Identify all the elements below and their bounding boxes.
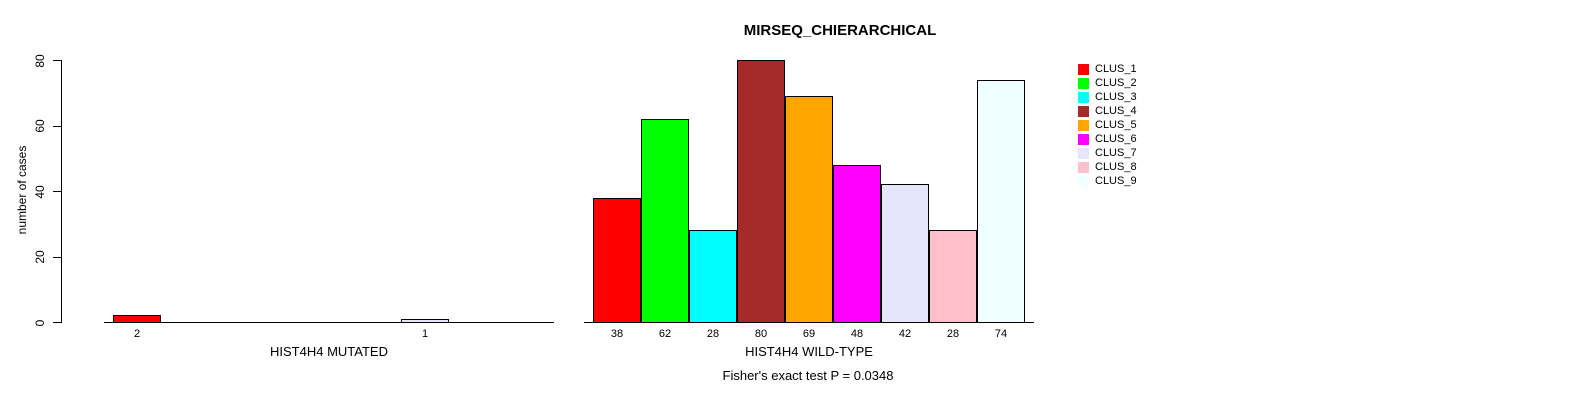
y-axis-label: number of cases — [15, 145, 29, 235]
bar-CLUS_8 — [929, 230, 977, 323]
y-tick-label: 0 — [33, 319, 47, 326]
bar-value-label: 2 — [133, 328, 141, 340]
bar-value-label: 28 — [706, 328, 720, 340]
bar-value-label: 38 — [610, 328, 624, 340]
bar-value-label: 42 — [898, 328, 912, 340]
legend-label-CLUS_4: CLUS_4 — [1095, 105, 1137, 117]
bar-CLUS_1 — [113, 315, 161, 323]
legend-label-CLUS_8: CLUS_8 — [1095, 161, 1137, 173]
legend-swatch-CLUS_7 — [1078, 148, 1089, 159]
bar-value-label: 69 — [802, 328, 816, 340]
legend-label-CLUS_9: CLUS_9 — [1095, 175, 1137, 187]
group-baseline — [104, 322, 554, 323]
y-tick-label: 20 — [33, 250, 47, 264]
bar-value-label: 48 — [850, 328, 864, 340]
y-axis-line — [61, 60, 62, 323]
legend-swatch-CLUS_2 — [1078, 78, 1089, 89]
y-tick-mark — [53, 60, 61, 61]
y-tick-mark — [53, 125, 61, 127]
bar-CLUS_5 — [785, 96, 833, 323]
y-tick-label: 40 — [33, 184, 47, 199]
group-label-wildtype: HIST4H4 WILD-TYPE — [745, 344, 873, 359]
legend-label-CLUS_2: CLUS_2 — [1095, 77, 1137, 89]
bar-CLUS_2 — [641, 119, 689, 323]
legend-label-CLUS_1: CLUS_1 — [1095, 63, 1137, 75]
legend-label-CLUS_5: CLUS_5 — [1095, 119, 1137, 131]
legend-label-CLUS_6: CLUS_6 — [1095, 133, 1137, 145]
chart-title: MIRSEQ_CHIERARCHICAL — [743, 22, 937, 39]
legend-swatch-CLUS_9 — [1078, 176, 1089, 187]
bar-value-label: 80 — [754, 328, 768, 340]
bar-CLUS_6 — [833, 165, 881, 323]
legend-label-CLUS_7: CLUS_7 — [1095, 147, 1137, 159]
bar-CLUS_7 — [401, 319, 449, 323]
y-tick-label: 80 — [33, 53, 47, 68]
legend-swatch-CLUS_4 — [1078, 106, 1089, 117]
y-tick-label: 60 — [33, 119, 47, 133]
bar-value-label: 74 — [994, 328, 1008, 340]
legend-swatch-CLUS_5 — [1078, 120, 1089, 131]
fisher-test-annotation: Fisher's exact test P = 0.0348 — [722, 368, 894, 383]
bar-value-label: 1 — [421, 328, 429, 340]
group-label-mutated: HIST4H4 MUTATED — [270, 344, 388, 359]
bar-CLUS_1 — [593, 198, 641, 323]
bar-CLUS_9 — [977, 80, 1025, 323]
bar-CLUS_3 — [689, 230, 737, 323]
y-tick-mark — [53, 322, 61, 323]
legend-swatch-CLUS_6 — [1078, 134, 1089, 145]
legend-swatch-CLUS_3 — [1078, 92, 1089, 103]
bar-value-label: 28 — [946, 328, 960, 340]
legend-swatch-CLUS_8 — [1078, 162, 1089, 173]
legend-label-CLUS_3: CLUS_3 — [1095, 91, 1137, 103]
bar-CLUS_4 — [737, 60, 785, 323]
legend-swatch-CLUS_1 — [1078, 64, 1089, 75]
bar-CLUS_7 — [881, 184, 929, 323]
bar-value-label: 62 — [658, 328, 672, 340]
y-tick-mark — [53, 256, 61, 258]
y-tick-mark — [53, 191, 61, 192]
